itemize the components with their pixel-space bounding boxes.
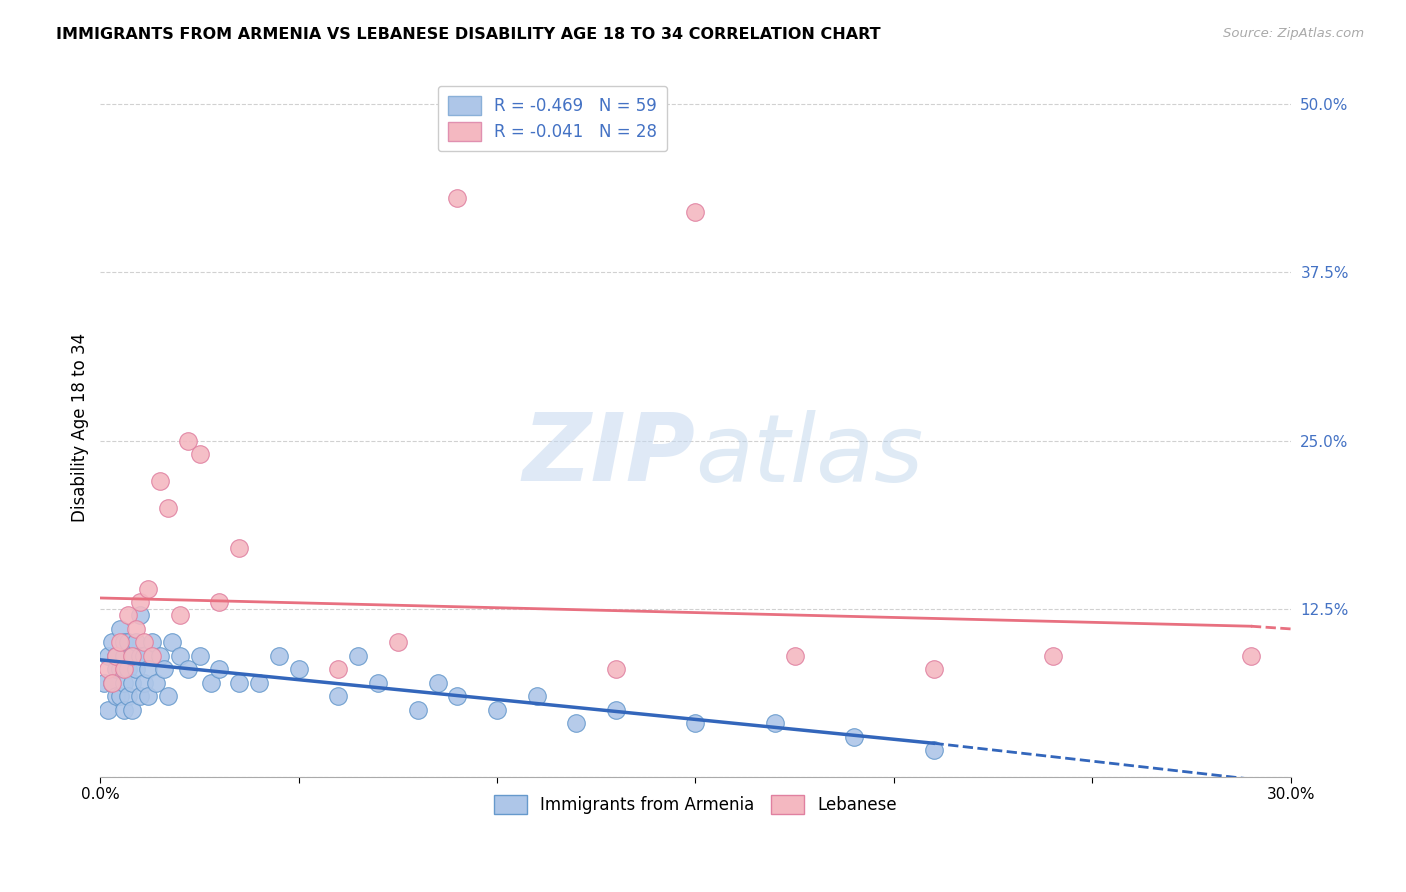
Point [287,662,309,676]
Point [446,689,468,703]
Text: Source: ZipAtlas.com: Source: ZipAtlas.com [1223,27,1364,40]
Point [101,675,124,690]
Point [129,689,152,703]
Point [141,635,163,649]
Text: IMMIGRANTS FROM ARMENIA VS LEBANESE DISABILITY AGE 18 TO 34 CORRELATION CHART: IMMIGRANTS FROM ARMENIA VS LEBANESE DISA… [56,27,882,42]
Point [112,703,135,717]
Point [160,635,183,649]
Point [136,662,159,676]
Point [169,648,191,663]
Point [105,648,128,663]
Point [156,500,179,515]
Point [108,622,131,636]
Point [132,648,155,663]
Point [347,648,370,663]
Point [1240,648,1263,663]
Point [149,648,172,663]
Legend: Immigrants from Armenia, Lebanese: Immigrants from Armenia, Lebanese [484,785,907,824]
Point [112,635,135,649]
Point [145,675,167,690]
Point [117,662,139,676]
Text: atlas: atlas [696,409,924,500]
Point [108,662,131,676]
Point [526,689,548,703]
Point [208,662,231,676]
Point [486,703,509,717]
Point [328,662,350,676]
Point [121,648,143,663]
Point [97,648,120,663]
Point [129,595,152,609]
Point [169,608,191,623]
Point [763,716,786,731]
Point [605,703,627,717]
Point [112,675,135,690]
Point [565,716,588,731]
Point [328,689,350,703]
Point [121,703,143,717]
Point [176,434,198,448]
Point [200,675,222,690]
Point [188,648,211,663]
Point [125,635,148,649]
Point [105,662,128,676]
Point [136,689,159,703]
Text: ZIP: ZIP [523,409,696,501]
Y-axis label: Disability Age 18 to 34: Disability Age 18 to 34 [72,333,89,522]
Point [446,192,468,206]
Point [228,675,250,690]
Point [153,662,176,676]
Point [108,635,131,649]
Point [685,205,707,219]
Point [93,675,115,690]
Point [685,716,707,731]
Point [101,675,124,690]
Point [156,689,179,703]
Point [605,662,627,676]
Point [176,662,198,676]
Point [922,743,945,757]
Point [247,675,270,690]
Point [228,541,250,556]
Point [97,703,120,717]
Point [112,662,135,676]
Point [1042,648,1064,663]
Point [101,635,124,649]
Point [117,689,139,703]
Point [129,648,152,663]
Point [132,675,155,690]
Point [121,675,143,690]
Point [129,608,152,623]
Point [367,675,389,690]
Point [149,474,172,488]
Point [108,689,131,703]
Point [117,635,139,649]
Point [117,608,139,623]
Point [132,635,155,649]
Point [105,648,128,663]
Point [125,622,148,636]
Point [188,447,211,461]
Point [105,689,128,703]
Point [112,648,135,663]
Point [426,675,449,690]
Point [141,648,163,663]
Point [125,662,148,676]
Point [267,648,290,663]
Point [97,662,120,676]
Point [208,595,231,609]
Point [121,648,143,663]
Point [783,648,806,663]
Point [136,582,159,596]
Point [387,635,409,649]
Point [844,730,866,744]
Point [922,662,945,676]
Point [406,703,429,717]
